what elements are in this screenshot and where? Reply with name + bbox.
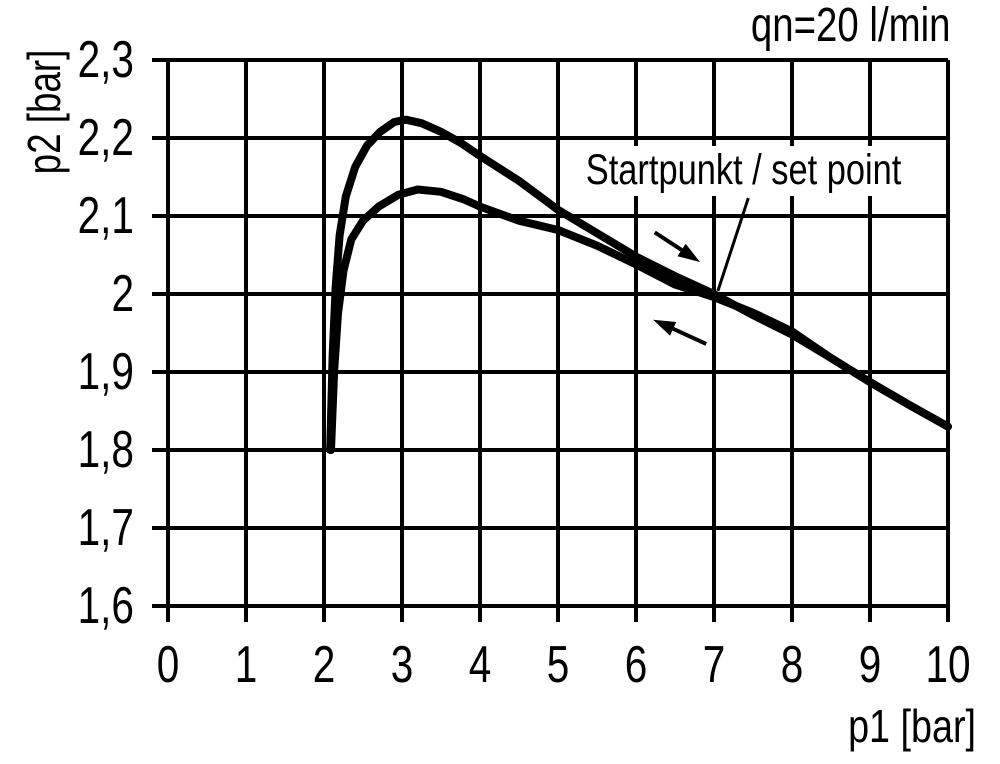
direction-arrow-left-shaft bbox=[672, 327, 708, 346]
x-tick-label: 10 bbox=[925, 636, 971, 694]
set-point-leader-line bbox=[716, 197, 750, 292]
y-tick-label: 2,1 bbox=[77, 187, 134, 245]
chart-title: qn=20 l/min bbox=[750, 0, 950, 52]
x-tick-label: 1 bbox=[234, 636, 258, 694]
y-tick-label: 2,2 bbox=[77, 109, 134, 167]
y-tick-label: 2,3 bbox=[77, 31, 134, 89]
x-tick-label: 6 bbox=[624, 636, 648, 694]
y-tick-label: 1,6 bbox=[77, 577, 134, 635]
y-tick-label: 1,9 bbox=[77, 343, 134, 401]
set-point-annotation: Startpunkt / set point bbox=[581, 146, 908, 196]
direction-arrow-right-shaft bbox=[653, 230, 683, 252]
direction-arrow-left-head bbox=[653, 319, 677, 336]
x-tick-label: 9 bbox=[858, 636, 882, 694]
x-tick-label: 5 bbox=[546, 636, 570, 694]
x-tick-label: 3 bbox=[390, 636, 414, 694]
x-tick-label: 4 bbox=[468, 636, 492, 694]
curve-hysteresis_lower bbox=[327, 185, 952, 454]
y-tick-label: 1,8 bbox=[77, 421, 134, 479]
x-tick-label: 0 bbox=[156, 636, 180, 694]
y-tick-label: 1,7 bbox=[77, 499, 134, 557]
direction-arrow-right-head bbox=[677, 243, 700, 263]
y-tick-label: 2 bbox=[111, 265, 134, 323]
x-axis-label: p1 [bar] bbox=[848, 700, 976, 752]
x-tick-label: 7 bbox=[702, 636, 726, 694]
x-tick-label: 2 bbox=[312, 636, 336, 694]
x-tick-label: 8 bbox=[780, 636, 804, 694]
